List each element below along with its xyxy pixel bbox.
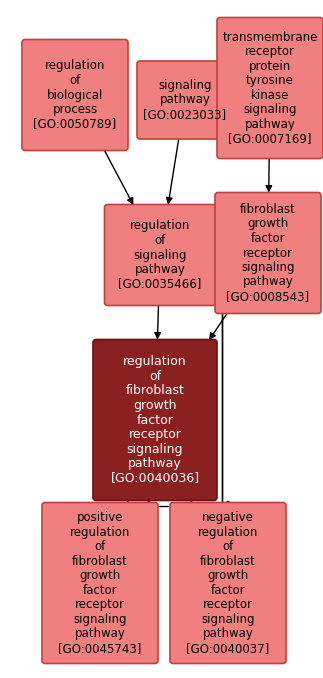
Text: positive
regulation
of
fibroblast
growth
factor
receptor
signaling
pathway
[GO:0: positive regulation of fibroblast growth… (58, 511, 142, 655)
FancyBboxPatch shape (105, 205, 215, 306)
Text: signaling
pathway
[GO:0023033]: signaling pathway [GO:0023033] (143, 79, 226, 121)
FancyBboxPatch shape (93, 340, 217, 500)
Text: regulation
of
signaling
pathway
[GO:0035466]: regulation of signaling pathway [GO:0035… (118, 220, 202, 290)
FancyArrowPatch shape (141, 311, 239, 510)
Text: fibroblast
growth
factor
receptor
signaling
pathway
[GO:0008543]: fibroblast growth factor receptor signal… (226, 203, 309, 303)
Text: regulation
of
biological
process
[GO:0050789]: regulation of biological process [GO:005… (33, 60, 117, 130)
FancyBboxPatch shape (215, 193, 321, 313)
Text: regulation
of
fibroblast
growth
factor
receptor
signaling
pathway
[GO:0040036]: regulation of fibroblast growth factor r… (110, 355, 200, 485)
FancyArrowPatch shape (222, 311, 261, 510)
FancyBboxPatch shape (137, 61, 233, 139)
FancyBboxPatch shape (217, 18, 323, 159)
Text: negative
regulation
of
fibroblast
growth
factor
receptor
signaling
pathway
[GO:0: negative regulation of fibroblast growth… (186, 511, 270, 655)
FancyBboxPatch shape (42, 502, 158, 664)
FancyBboxPatch shape (170, 502, 286, 664)
Text: transmembrane
receptor
protein
tyrosine
kinase
signaling
pathway
[GO:0007169]: transmembrane receptor protein tyrosine … (222, 31, 318, 145)
FancyBboxPatch shape (22, 39, 128, 151)
